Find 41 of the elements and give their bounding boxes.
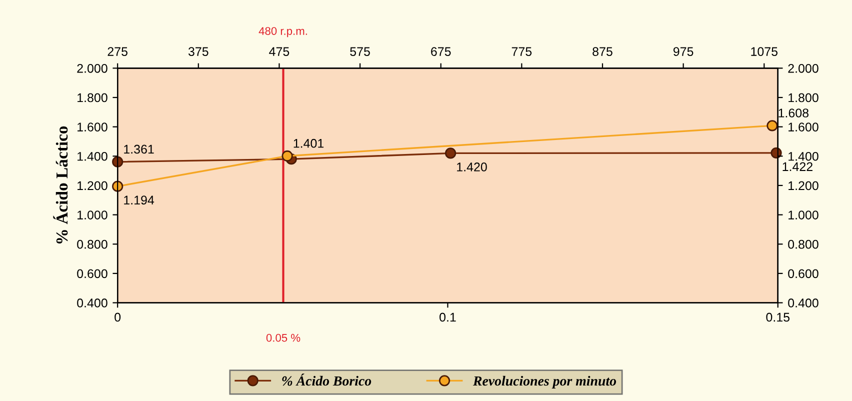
data-label: 1.608 bbox=[778, 108, 809, 118]
y-tick-label: 1.000 bbox=[78, 210, 108, 220]
data-label: 1.422 bbox=[782, 162, 812, 171]
y-tick-label: 0.600 bbox=[77, 269, 108, 278]
x2-tick-label: 575 bbox=[350, 47, 370, 56]
x2-tick-label: 875 bbox=[592, 47, 612, 56]
y-tick-label: 1.200 bbox=[78, 181, 108, 190]
y2-tick-label: 1.400 bbox=[788, 152, 818, 161]
x2-tick-label: 775 bbox=[512, 47, 532, 56]
y2-tick-label: 1.800 bbox=[788, 93, 818, 102]
x2-tick-label: 675 bbox=[431, 47, 451, 56]
data-label: 1.361 bbox=[124, 144, 154, 154]
y-tick-label: 1.800 bbox=[78, 93, 108, 102]
y-tick-label: 1.600 bbox=[78, 122, 108, 132]
x2-tick-label: 275 bbox=[108, 47, 128, 56]
x-tick-label: 0.1 bbox=[440, 312, 456, 322]
data-label: 1.194 bbox=[124, 196, 154, 205]
y2-tick-label: 0.600 bbox=[788, 269, 818, 278]
legend-label: % Ácido Borico bbox=[282, 374, 372, 386]
legend-label: Revoluciones por minuto bbox=[472, 376, 616, 388]
data-label: 1.401 bbox=[294, 138, 324, 148]
y-axis-title: % Ácido Láctico bbox=[53, 126, 68, 244]
y2-tick-label: 2.000 bbox=[788, 64, 818, 73]
ref-line-label: 480 r.p.m. bbox=[258, 27, 307, 38]
x2-tick-label: 975 bbox=[673, 47, 694, 56]
x2-tick-label: 1075 bbox=[751, 47, 778, 56]
y2-tick-label: 0.400 bbox=[788, 298, 818, 308]
y2-tick-label: 1.600 bbox=[788, 122, 818, 132]
data-label: 1.420 bbox=[457, 162, 487, 172]
x-tick-label: 0 bbox=[114, 312, 121, 322]
y-tick-label: 2.000 bbox=[77, 64, 108, 73]
y-tick-label: 0.400 bbox=[77, 298, 108, 308]
y2-tick-label: 0.800 bbox=[788, 240, 818, 249]
text: 0.05 % bbox=[266, 334, 300, 342]
y2-tick-label: 1.200 bbox=[788, 181, 818, 190]
y-tick-label: 1.400 bbox=[78, 152, 108, 161]
y-tick-label: 0.800 bbox=[77, 240, 108, 249]
x-tick-label: 0.15 bbox=[766, 312, 790, 322]
x2-tick-label: 475 bbox=[269, 47, 290, 56]
x2-tick-label: 375 bbox=[188, 47, 208, 56]
y2-tick-label: 1.000 bbox=[788, 210, 818, 220]
